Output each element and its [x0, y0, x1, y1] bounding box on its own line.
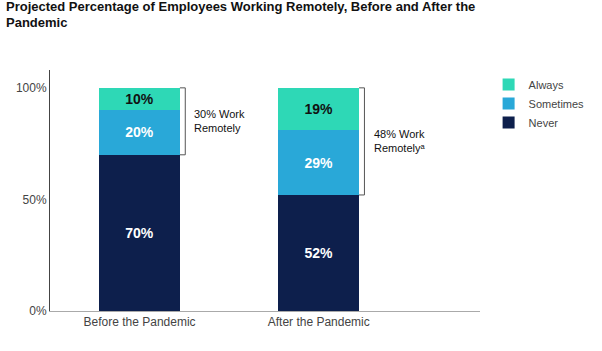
svg-text:Sometimes: Sometimes: [529, 98, 585, 110]
svg-text:20%: 20%: [125, 124, 154, 140]
svg-text:48% WorkRemotelyᵃ: 48% WorkRemotelyᵃ: [374, 128, 425, 154]
svg-text:30% WorkRemotely: 30% WorkRemotely: [194, 108, 245, 134]
svg-text:Projected Percentage of Employ: Projected Percentage of Employees Workin…: [6, 0, 475, 30]
svg-text:10%: 10%: [125, 91, 154, 107]
svg-text:Always: Always: [529, 79, 564, 91]
svg-text:0%: 0%: [29, 304, 47, 318]
svg-text:70%: 70%: [125, 225, 154, 241]
svg-text:19%: 19%: [304, 101, 333, 117]
svg-text:52%: 52%: [304, 245, 333, 261]
svg-text:100%: 100%: [16, 81, 47, 95]
svg-text:50%: 50%: [23, 193, 47, 207]
svg-text:29%: 29%: [304, 155, 333, 171]
svg-text:After the Pandemic: After the Pandemic: [268, 315, 370, 329]
svg-text:Never: Never: [529, 117, 559, 129]
svg-text:Before the Pandemic: Before the Pandemic: [84, 315, 196, 329]
